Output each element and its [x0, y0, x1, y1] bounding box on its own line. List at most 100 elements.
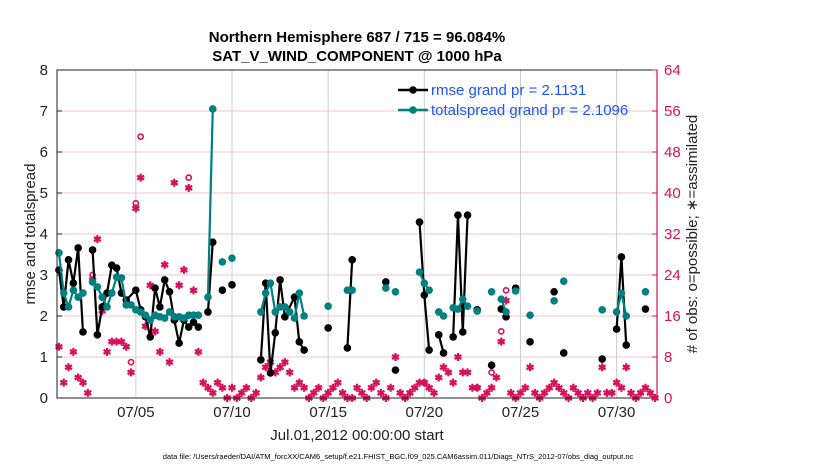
chart-title-line-2: SAT_V_WIND_COMPONENT @ 1000 hPa [212, 48, 502, 65]
assimilated-marker [607, 388, 616, 397]
totalspread-point [622, 312, 631, 320]
totalspread-point [64, 303, 73, 311]
assimilated-marker [463, 368, 472, 377]
y-tick-label: 6 [40, 144, 48, 161]
assimilated-marker [554, 383, 563, 392]
asterisk-core [147, 282, 153, 288]
assimilated-marker [160, 260, 169, 269]
asterisk-core [494, 375, 499, 380]
totalspread-point [300, 312, 308, 320]
assimilated-marker [122, 342, 131, 351]
assimilated-marker [410, 383, 419, 392]
assimilated-marker [583, 388, 592, 397]
asterisk-core [311, 390, 317, 396]
possible-marker [185, 174, 193, 182]
asterisk-core [643, 385, 648, 391]
assimilated-marker [184, 183, 193, 192]
totalspread-point [98, 293, 106, 301]
totalspread-point [458, 295, 467, 303]
assimilated-marker [102, 347, 112, 356]
rmse-point [449, 333, 457, 341]
totalspread-point [502, 308, 510, 316]
asterisk-core [181, 267, 187, 273]
totalspread-point [348, 286, 356, 294]
totalspread-point [69, 286, 78, 294]
assimilated-marker [377, 388, 386, 397]
rmse-point [165, 288, 174, 296]
asterisk-core [359, 390, 365, 396]
rmse-point [266, 369, 275, 377]
rmse-point [391, 366, 400, 374]
totalspread-point [204, 293, 212, 301]
assimilated-marker [612, 378, 621, 387]
totalspread-point [281, 303, 289, 311]
assimilated-marker [458, 368, 467, 377]
asterisk-core [325, 390, 331, 396]
totalspread-point [295, 289, 304, 297]
totalspread-point [160, 314, 169, 322]
y-tick-label: 0 [40, 390, 48, 407]
rmse-point [184, 323, 193, 331]
totalspread-point [165, 308, 174, 316]
totalspread-point [617, 289, 626, 297]
totalspread-point [559, 277, 568, 285]
totalspread-point [382, 284, 390, 292]
assimilated-marker [526, 363, 535, 372]
assimilated-marker [324, 388, 333, 397]
totalspread-point [117, 274, 126, 282]
y-tick-label: 8 [40, 62, 48, 79]
assimilated-marker [574, 388, 583, 397]
asterisk-core [542, 390, 547, 396]
rmse-point [88, 246, 97, 254]
rmse-point [420, 291, 429, 299]
asterisk-core [354, 385, 360, 391]
assimilated-marker [74, 373, 83, 382]
asterisk-core [56, 344, 62, 350]
asterisk-core [426, 385, 432, 391]
totalspread-point [391, 288, 400, 296]
y-tick-label: 1 [40, 349, 48, 366]
assimilated-marker [295, 378, 304, 387]
totalspread-point [285, 308, 294, 316]
asterisk-core [484, 390, 490, 396]
gridlines [57, 70, 657, 398]
asterisk-core [518, 390, 523, 396]
y2-tick-label: 32 [664, 226, 681, 243]
asterisk-core [556, 385, 562, 391]
totalspread-point [55, 249, 63, 257]
assimilated-marker [256, 373, 265, 382]
assimilated-marker [646, 388, 655, 397]
totalspread-point [127, 301, 135, 309]
possible-marker [89, 271, 96, 279]
y2-tick-label: 48 [664, 144, 681, 161]
rmse-point [324, 324, 332, 332]
assimilated-marker [179, 265, 188, 274]
assimilated-marker [208, 388, 217, 397]
rmse-point [641, 305, 650, 313]
assimilated-marker [151, 327, 160, 336]
asterisk-core [239, 390, 244, 396]
totalspread-point [228, 254, 236, 262]
asterisk-core [585, 390, 591, 396]
assimilated-marker [175, 281, 184, 290]
totalspread-point [208, 105, 217, 113]
x-tick-label: 07/10 [213, 404, 251, 421]
asterisk-core [244, 385, 249, 391]
assimilated-marker [521, 383, 530, 392]
totalspread-point [420, 279, 429, 288]
y2-axis-label: # of obs: o=possible; ∗=assimilated [684, 115, 701, 354]
asterisk-core [215, 380, 220, 385]
asterisk-core [508, 390, 514, 396]
asterisk-core [628, 390, 634, 396]
asterisk-core [157, 349, 163, 355]
asterisk-core [378, 390, 384, 396]
asterisk-core [455, 354, 461, 360]
asterisk-core [373, 380, 379, 385]
asterisk-core [561, 390, 567, 396]
rmse-point [300, 346, 308, 354]
assimilated-marker [372, 378, 381, 387]
totalspread-point [473, 307, 481, 315]
assimilated-marker [434, 373, 443, 382]
asterisk-core [167, 359, 172, 365]
y2-tick-label: 64 [664, 62, 681, 79]
